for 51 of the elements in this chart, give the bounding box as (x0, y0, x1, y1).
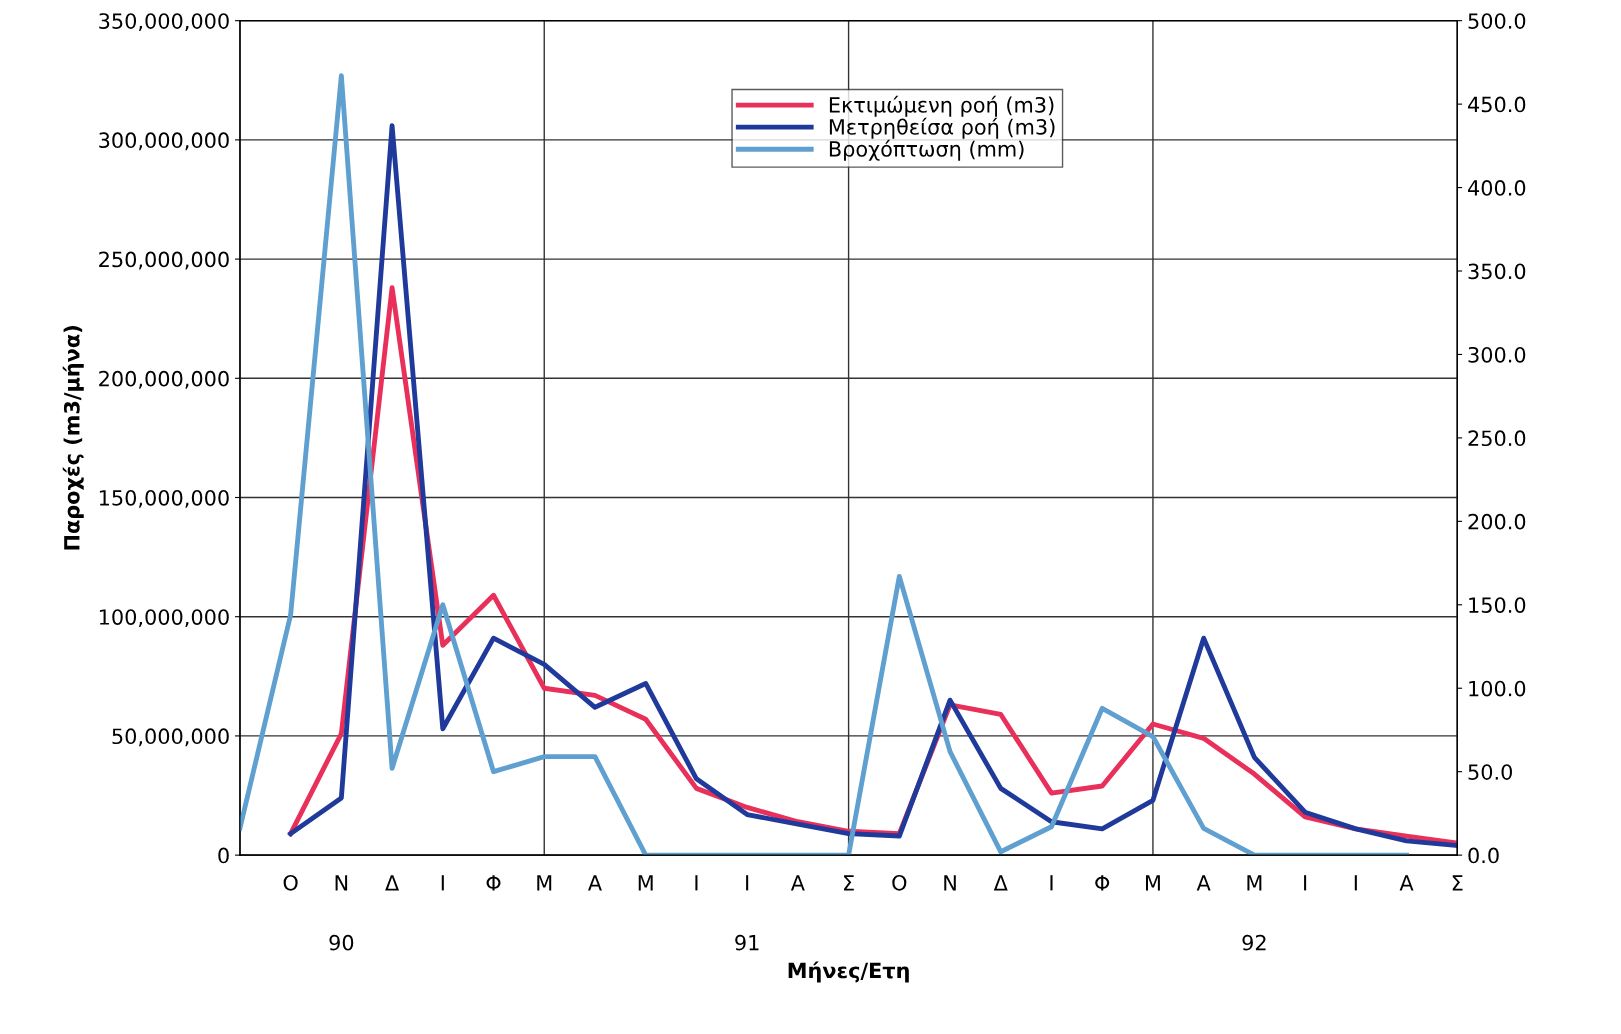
x-tick-label: Μ (1247, 875, 1262, 891)
x-tick-label: Ι (441, 875, 444, 891)
x-tick-label: Α (790, 875, 805, 891)
x-tick-label: Φ (1095, 875, 1110, 891)
x-tick-label: Μ (537, 875, 552, 891)
x-tick-label: Α (1399, 875, 1414, 891)
legend-label: Μετρηθείσα ροή (m3) (829, 117, 1055, 139)
x-tick-label: Ο (283, 874, 298, 891)
y-tick-label: 0 (218, 847, 229, 864)
x-tick-label: Ι (1304, 875, 1307, 891)
y2-tick-label: 250.0 (1468, 430, 1526, 447)
x-axis-title: Μήνες/Ετη (788, 961, 909, 983)
x-tick-label: Ο (892, 874, 907, 891)
y2-tick-label: 350.0 (1468, 263, 1526, 280)
x-tick-label: Ι (695, 875, 698, 891)
y-tick-label: 150,000,000 (99, 489, 229, 508)
x-tick-label: Δ (993, 875, 1008, 891)
x-tick-label: Α (1196, 875, 1211, 891)
x-tick-label: Ι (1050, 875, 1053, 891)
text: 91 (735, 934, 759, 951)
y-tick-label: 50,000,000 (112, 728, 229, 747)
legend-label: Εκτιμώμενη ροή (m3) (829, 95, 1054, 117)
x-tick-label: Μ (638, 875, 653, 891)
text: 92 (1242, 934, 1266, 951)
y-tick-label: 250,000,000 (99, 251, 229, 270)
text: 90 (329, 934, 354, 951)
y2-tick-label: 300.0 (1468, 346, 1526, 363)
y2-tick-label: 50.0 (1468, 764, 1512, 780)
y2-tick-label: 450.0 (1468, 96, 1526, 113)
y2-tick-label: 0.0 (1468, 847, 1499, 864)
x-tick-label: Δ (385, 875, 400, 891)
x-tick-label: Ι (1354, 875, 1357, 891)
y-tick-label: 350,000,000 (99, 13, 229, 32)
y2-tick-label: 100.0 (1469, 680, 1526, 697)
y-tick-label: 100,000,000 (99, 609, 229, 628)
x-tick-label: Φ (486, 875, 501, 891)
y2-tick-label: 500.0 (1468, 13, 1526, 29)
legend-label: Βροχόπτωση (mm) (829, 139, 1024, 161)
x-tick-label: Σ (844, 875, 854, 891)
y-tick-label: 300,000,000 (99, 132, 229, 151)
y2-tick-label: 400.0 (1468, 180, 1526, 196)
x-tick-label: Ν (335, 875, 348, 891)
x-tick-label: Σ (1452, 875, 1463, 891)
y-tick-label: 200,000,000 (99, 370, 229, 389)
y2-tick-label: 150.0 (1469, 597, 1526, 613)
x-tick-label: Ν (944, 875, 956, 891)
x-tick-label: Ι (746, 875, 749, 891)
y-axis-title: Παροχές (m3/μήνα) (62, 326, 84, 550)
y2-tick-label: 200.0 (1468, 513, 1526, 530)
x-tick-label: Α (588, 875, 602, 891)
x-tick-label: Μ (1145, 875, 1160, 891)
